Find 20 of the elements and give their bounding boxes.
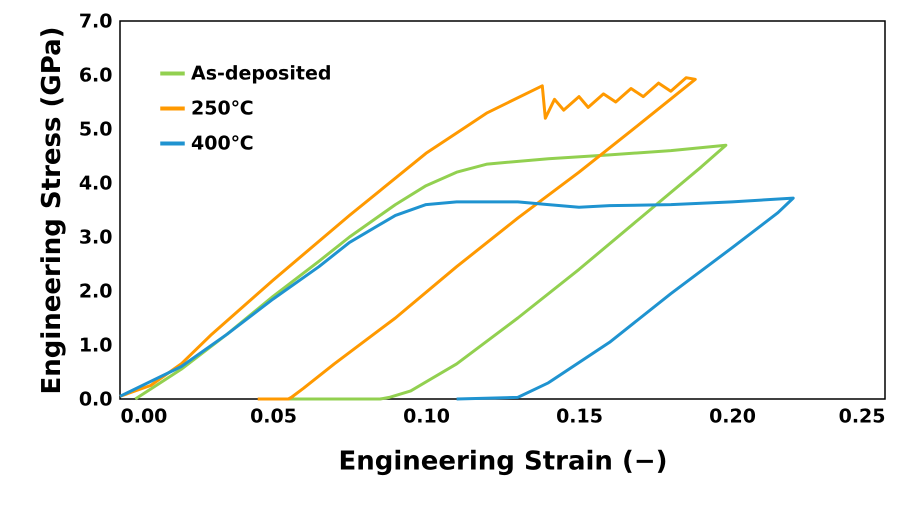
y-tick-label: 3.0	[78, 226, 112, 248]
legend-label: 400℃	[191, 132, 254, 154]
y-tick-label: 5.0	[78, 118, 112, 140]
y-tick-label: 7.0	[78, 10, 112, 32]
legend-label: As-deposited	[191, 62, 332, 84]
x-tick-label: 0.00	[120, 406, 168, 428]
y-tick-label: 0.0	[78, 388, 112, 410]
y-tick-label: 1.0	[78, 334, 112, 356]
y-tick-label: 6.0	[78, 64, 112, 86]
x-tick-label: 0.15	[556, 406, 603, 428]
x-tick-label: 0.10	[403, 406, 450, 428]
x-tick-label: 0.05	[250, 406, 297, 428]
x-tick-label: 0.20	[709, 406, 756, 428]
legend-label: 250℃	[191, 98, 254, 120]
x-tick-label: 0.25	[838, 406, 886, 428]
y-tick-label: 2.0	[78, 280, 112, 302]
line-series	[118, 196, 795, 400]
x-axis-title: Engineering Strain (−)	[338, 446, 668, 476]
y-tick-label: 4.0	[78, 172, 112, 194]
y-axis-title: Engineering Stress (GPa)	[36, 26, 67, 395]
